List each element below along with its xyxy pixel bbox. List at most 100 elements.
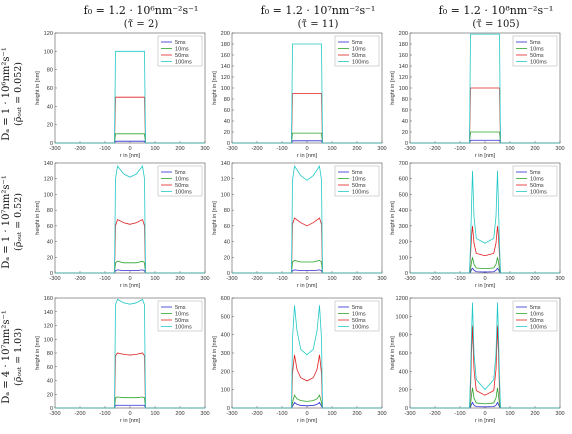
x-tick-label: 100 [150,411,159,417]
y-tick-label: 80 [224,97,230,103]
x-tick-label: 0 [305,276,308,282]
series-line-100ms [410,302,560,409]
series-line-10ms [232,394,382,409]
legend-entry: 50ms [530,183,544,189]
x-tick-label: 200 [530,411,539,417]
x-tick-label: 0 [305,411,308,417]
y-tick-label: 80 [402,97,408,103]
y-tick-label: 400 [399,208,408,214]
y-axis-label: height in [nm] [390,71,396,105]
y-tick-label: 60 [47,86,53,92]
y-tick-label: 40 [47,240,53,246]
legend-box [512,35,558,67]
x-tick-label: -200 [74,411,85,417]
y-tick-label: 600 [399,177,408,183]
x-tick-label: -100 [454,146,465,152]
series-line-100ms [55,165,205,274]
series-line-10ms [55,396,205,409]
y-tick-label: 0 [50,271,53,277]
series-line-10ms [55,260,205,274]
legend-box [157,35,203,67]
series-line-5ms [55,404,205,409]
x-tick-label: 200 [175,411,184,417]
column-header-1-sub: (τ̃ = 2) [124,19,159,30]
legend-entry: 100ms [175,60,192,66]
series-line-100ms [55,50,205,144]
legend-entry: 100ms [530,60,547,66]
legend-entry: 5ms [530,170,541,176]
x-tick-label: -300 [49,276,60,282]
x-tick-label: 200 [530,146,539,152]
row-headers: Dₐ = 1 · 10⁶nm²s⁻¹ (ρ̃ₒᵤₜ = 0.052) Dₐ = … [1,47,24,404]
x-tick-label: -100 [99,276,110,282]
series-line-50ms [410,225,560,274]
x-tick-label: 0 [128,411,131,417]
x-tick-label: -300 [226,276,237,282]
y-tick-label: 300 [221,351,230,357]
y-tick-label: 100 [44,337,53,343]
y-tick-label: 180 [221,42,230,48]
y-tick-label: 120 [221,177,230,183]
y-tick-label: 800 [399,333,408,339]
y-tick-label: 60 [47,224,53,230]
x-tick-label: -200 [251,276,262,282]
y-tick-label: 600 [399,351,408,357]
x-tick-label: 100 [150,276,159,282]
series-line-5ms [410,401,560,409]
y-tick-label: 40 [402,119,408,125]
legend-entry: 5ms [352,40,363,46]
series-line-10ms [410,257,560,274]
y-tick-label: 0 [405,141,408,147]
x-tick-label: -100 [454,276,465,282]
plot-r2c1: -300 -200 -100 0 100 200 300 0 20 40 60 80 100 120 140… [35,161,210,289]
legend-entry: 5ms [530,305,541,311]
x-tick-label: 300 [377,411,386,417]
x-tick-label: -200 [74,276,85,282]
y-tick-label: 20 [47,123,53,129]
legend-entry: 5ms [530,40,541,46]
x-tick-label: 100 [505,146,514,152]
y-tick-label: 0 [50,406,53,412]
x-tick-label: -200 [429,411,440,417]
y-axis-label: height in [nm] [212,201,218,235]
series-line-100ms [232,43,382,144]
x-axis-label: r in [nm] [120,283,141,289]
y-tick-label: 120 [399,75,408,81]
y-axis-label: height in [nm] [35,336,41,370]
x-tick-label: -300 [49,146,60,152]
x-axis-label: r in [nm] [475,283,496,289]
y-tick-label: 0 [227,141,230,147]
y-tick-label: 160 [399,53,408,59]
x-tick-label: 100 [327,276,336,282]
plot-r2c2: -300 -200 -100 0 100 200 300 0 20 40 60 80 100 120 140… [212,161,387,289]
plot-r2c3: -300 -200 -100 0 100 200 300 0 100 200 300 400 500 60… [390,161,565,289]
x-axis-label: r in [nm] [120,418,141,424]
legend-entry: 100ms [175,325,192,331]
y-tick-label: 100 [44,49,53,55]
y-tick-label: 140 [399,64,408,70]
legend-entry: 10ms [352,177,366,183]
y-tick-label: 200 [399,240,408,246]
legend-entry: 10ms [175,47,189,53]
y-tick-label: 40 [47,104,53,110]
x-tick-label: 100 [505,411,514,417]
y-tick-label: 40 [224,119,230,125]
x-tick-label: 200 [175,146,184,152]
legend-entry: 5ms [352,170,363,176]
y-tick-label: 0 [405,271,408,277]
legend-box [334,300,380,332]
y-tick-label: 60 [47,365,53,371]
y-axis-label: height in [nm] [212,71,218,105]
row-header-1-sub: (ρ̃ₒᵤₜ = 0.052) [13,62,24,126]
y-tick-label: 20 [224,255,230,261]
x-tick-label: 300 [200,146,209,152]
y-tick-label: 140 [221,64,230,70]
legend-entry: 10ms [175,312,189,318]
series-line-5ms [232,401,382,409]
